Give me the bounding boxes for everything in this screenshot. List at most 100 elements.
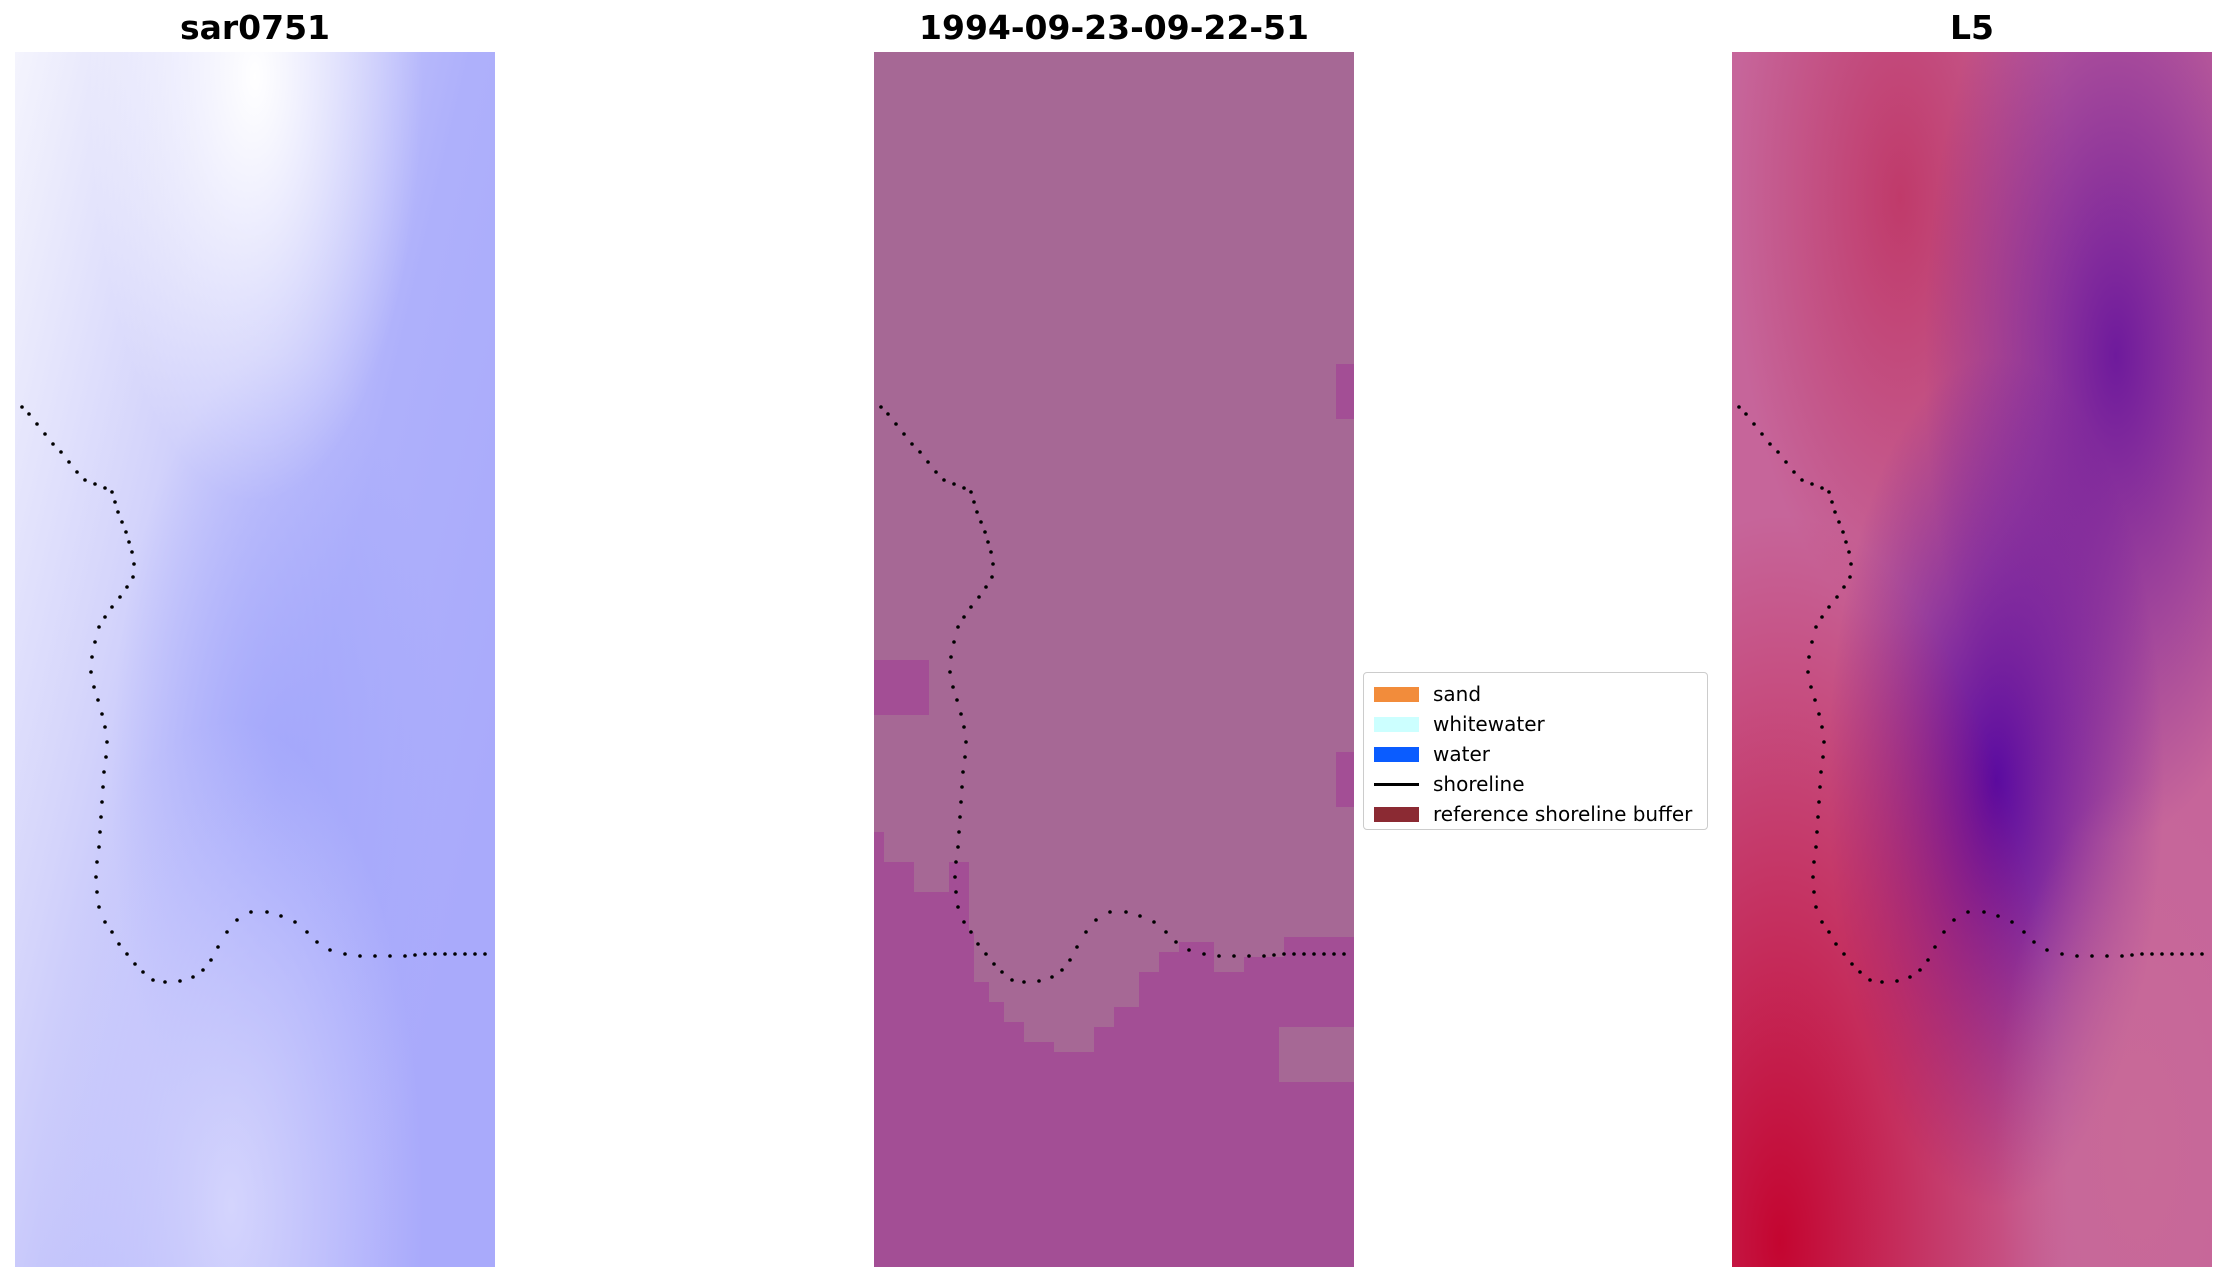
- shoreline-point: [305, 930, 309, 934]
- shoreline-point: [957, 830, 961, 834]
- shoreline-point: [1022, 980, 1026, 984]
- shoreline-point: [1818, 785, 1822, 789]
- shoreline-point: [1821, 755, 1825, 759]
- shoreline-point: [1820, 486, 1824, 490]
- shoreline-point: [1812, 890, 1816, 894]
- shoreline-point: [964, 740, 968, 744]
- shoreline-point: [969, 490, 973, 494]
- shoreline-point: [953, 875, 957, 879]
- shoreline-point: [124, 530, 128, 534]
- shoreline-point: [975, 510, 979, 514]
- shoreline-point: [1817, 800, 1821, 804]
- shoreline-point: [209, 958, 213, 962]
- shoreline-point: [894, 422, 898, 426]
- shoreline-point: [103, 725, 107, 729]
- classification-panel: [874, 52, 1354, 1267]
- legend-label: reference shoreline buffer: [1433, 802, 1693, 826]
- shoreline-point: [956, 625, 960, 629]
- shoreline-point: [105, 740, 109, 744]
- shoreline-point: [1124, 910, 1128, 914]
- shoreline-point: [1814, 905, 1818, 909]
- shoreline-point: [1812, 860, 1816, 864]
- shoreline-point: [1247, 954, 1251, 958]
- shoreline-point: [1844, 540, 1848, 544]
- shoreline-point: [956, 845, 960, 849]
- shoreline-point: [1010, 978, 1014, 982]
- shoreline-point: [1776, 450, 1780, 454]
- shoreline-point: [117, 942, 121, 946]
- shoreline-point: [1164, 930, 1168, 934]
- shoreline-point: [1108, 910, 1112, 914]
- shoreline-point: [1858, 970, 1862, 974]
- reference-buffer-swatch: [1374, 806, 1419, 822]
- shoreline-point: [1760, 432, 1764, 436]
- shoreline-point: [1784, 460, 1788, 464]
- shoreline-point: [1075, 945, 1079, 949]
- shoreline-point: [1908, 975, 1912, 979]
- shoreline-point: [103, 615, 107, 619]
- shoreline-point: [1744, 412, 1748, 416]
- shoreline-point: [1332, 952, 1336, 956]
- shoreline-point: [2200, 952, 2204, 956]
- shoreline-point: [961, 770, 965, 774]
- shoreline-point: [98, 830, 102, 834]
- shoreline-point: [125, 952, 129, 956]
- shoreline-line-swatch: [1374, 782, 1419, 786]
- shoreline-point: [1752, 422, 1756, 426]
- shoreline-point: [960, 785, 964, 789]
- shoreline-point: [902, 432, 906, 436]
- shoreline-point: [1837, 520, 1841, 524]
- shoreline-point: [2120, 954, 2124, 958]
- shoreline-point: [962, 920, 966, 924]
- shoreline-point: [2045, 948, 2049, 952]
- shoreline-point: [1217, 954, 1221, 958]
- shoreline-point: [110, 930, 114, 934]
- shoreline-point: [1895, 979, 1899, 983]
- shoreline-point: [934, 470, 938, 474]
- shoreline-point: [1952, 918, 1956, 922]
- shoreline-point: [959, 800, 963, 804]
- panel-title-classification: 1994-09-23-09-22-51: [919, 8, 1309, 47]
- shoreline-point: [95, 890, 99, 894]
- shoreline-point: [2105, 954, 2109, 958]
- shoreline-point: [116, 510, 120, 514]
- shoreline-point: [225, 930, 229, 934]
- shoreline-point: [97, 625, 101, 629]
- legend-item-whitewater: whitewater: [1374, 709, 1697, 739]
- shoreline-point: [163, 980, 167, 984]
- shoreline-point: [962, 615, 966, 619]
- shoreline-point: [201, 968, 205, 972]
- legend-label: water: [1433, 742, 1490, 766]
- shoreline-point: [1827, 490, 1831, 494]
- shoreline-point: [983, 530, 987, 534]
- shoreline-point: [110, 490, 114, 494]
- shoreline-point: [2075, 954, 2079, 958]
- shoreline-point: [443, 952, 447, 956]
- shoreline-point: [1942, 930, 1946, 934]
- shoreline-point: [59, 450, 63, 454]
- shoreline-point: [373, 954, 377, 958]
- shoreline-point: [1815, 830, 1819, 834]
- shoreline-point: [1037, 979, 1041, 983]
- shoreline-point: [984, 952, 988, 956]
- shoreline-point: [1342, 952, 1346, 956]
- shoreline-point: [991, 562, 995, 566]
- shoreline-point: [963, 755, 967, 759]
- shoreline-point: [2180, 952, 2184, 956]
- shoreline-point: [1282, 952, 1286, 956]
- shoreline-point: [1835, 595, 1839, 599]
- classification-image: [874, 52, 1354, 1267]
- shoreline-point: [984, 585, 988, 589]
- shoreline-point: [127, 540, 131, 544]
- shoreline-point: [1847, 550, 1851, 554]
- shoreline-point: [1138, 914, 1142, 918]
- shoreline-point: [1842, 585, 1846, 589]
- shoreline-point: [151, 978, 155, 982]
- shoreline-point: [2090, 954, 2094, 958]
- shoreline-point: [1982, 910, 1986, 914]
- shoreline-point: [1966, 910, 1970, 914]
- shoreline-point: [1807, 655, 1811, 659]
- shoreline-point: [2160, 952, 2164, 956]
- shoreline-point: [1811, 875, 1815, 879]
- shoreline-point: [1834, 942, 1838, 946]
